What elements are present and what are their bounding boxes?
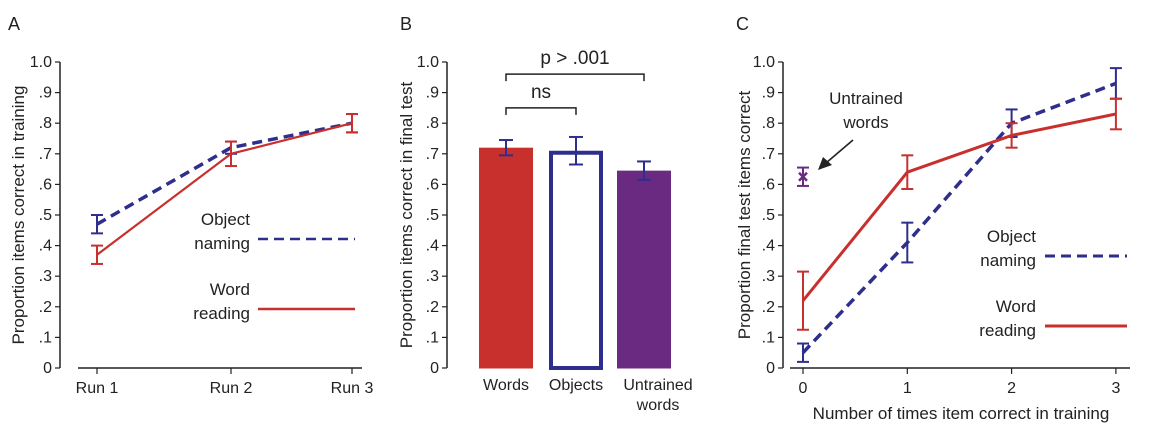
panel-b-y-tick-label: .3 (426, 268, 439, 285)
panel-a-chart: 0 .1 .2 .3 .4 .5 .6 .7 .8 .9 1.0 Run 1 Run 2 Run 3 Pro… (9, 54, 373, 397)
panel-b-y-tick-label: .1 (426, 329, 439, 346)
panel-b-y-tick-label: .4 (426, 238, 439, 255)
panel-label-b: B (400, 14, 412, 34)
panel-b-y-tick-label: .6 (426, 176, 439, 193)
panel-a-legend-label: reading (193, 304, 250, 323)
panel-a-y-tick-label: .2 (39, 299, 52, 316)
panel-a-y-tick-label: .8 (39, 115, 52, 132)
panel-b-y-tick-label: .7 (426, 146, 439, 163)
panel-c-annotation-text: words (842, 113, 888, 132)
panel-c-legend-label: reading (979, 321, 1036, 340)
panel-c-untrained-marker (798, 171, 808, 182)
panel-c-y-tick-label: .6 (762, 176, 775, 193)
panel-c-y-tick-label: 1.0 (753, 54, 775, 71)
panel-a-y-tick-label: .4 (39, 238, 52, 255)
panel-a-x-tick-label: Run 1 (76, 380, 119, 397)
panel-c-y-tick-label: .3 (762, 268, 775, 285)
panel-a-x-tick-label: Run 2 (210, 380, 253, 397)
panel-c-annotation-text: Untrained (829, 89, 903, 108)
panel-c-series-line (801, 112, 1117, 302)
panel-a-series-line (96, 121, 353, 226)
panel-b-y-tick-label: .5 (426, 207, 439, 224)
panel-b-x-tick-label: Words (483, 377, 529, 394)
panel-b-significance-bracket (505, 107, 577, 115)
panel-c-x-axis-label: Number of times item correct in training (813, 404, 1110, 423)
panel-a-legend-label: naming (194, 234, 250, 253)
panel-c-y-tick-label: .1 (762, 329, 775, 346)
panel-c-y-tick-label: .4 (762, 238, 775, 255)
panel-b-y-tick-label: .9 (426, 85, 439, 102)
panel-a-x-tick-label: Run 3 (331, 380, 374, 397)
panel-label-c: C (736, 14, 749, 34)
panel-c-y-tick-label: .2 (762, 299, 775, 316)
panel-c-legend-label: Object (987, 227, 1036, 246)
panel-c-x-tick-label: 3 (1111, 380, 1120, 397)
panel-a-y-tick-label: .3 (39, 268, 52, 285)
panel-b-y-tick-label: 0 (430, 360, 439, 377)
panel-a-y-tick-label: .1 (39, 329, 52, 346)
panel-b-significance-label: p > .001 (540, 48, 609, 69)
panel-c-legend-label: Word (996, 297, 1036, 316)
panel-c-x-tick-label: 2 (1007, 380, 1016, 397)
panel-a-y-tick-label: .9 (39, 85, 52, 102)
panel-c-y-tick-label: .8 (762, 115, 775, 132)
panel-b-y-axis-label: Proportion items correct in final test (397, 82, 416, 349)
panel-c-legend-label: naming (980, 251, 1036, 270)
panel-c-y-axis-label: Proportion final test items correct (735, 90, 754, 339)
panel-c-y-tick-label: 0 (766, 360, 775, 377)
panel-a-legend-label: Object (201, 210, 250, 229)
panel-c-y-tick-label: .7 (762, 146, 775, 163)
panel-a-y-axis-label: Proportion items correct in training (9, 86, 28, 345)
panel-c-x-tick-label: 0 (799, 380, 808, 397)
panel-a-y-tick-label: 1.0 (30, 54, 52, 71)
panel-c-x-tick-label: 1 (903, 380, 912, 397)
panel-b-x-tick-label: words (636, 397, 680, 414)
panel-b-bar (549, 150, 603, 370)
panel-c-annotation-arrow-shaft (825, 139, 854, 164)
panel-b-y-tick-label: .8 (426, 115, 439, 132)
panel-c-series-line (801, 81, 1117, 354)
panel-b-x-tick-label: Untrained (623, 377, 692, 394)
panel-b-bar (479, 147, 533, 369)
panel-a-y-tick-label: 0 (43, 360, 52, 377)
panel-c-annotation-arrow-head (818, 157, 832, 170)
panel-b-y-tick-label: .2 (426, 299, 439, 316)
panel-b-significance-bracket (505, 73, 645, 82)
panel-b-significance-label: ns (531, 82, 551, 103)
panel-c-y-tick-label: .5 (762, 207, 775, 224)
panel-b-x-tick-label: Objects (549, 377, 603, 394)
panel-a-y-tick-label: .7 (39, 146, 52, 163)
panel-label-a: A (8, 14, 20, 34)
panel-a-y-tick-label: .5 (39, 207, 52, 224)
panel-a-legend-label: Word (210, 280, 250, 299)
panel-c-y-tick-label: .9 (762, 85, 775, 102)
panel-b-y-tick-label: 1.0 (417, 54, 439, 71)
panel-a-y-tick-label: .6 (39, 176, 52, 193)
panel-b-bar (617, 170, 671, 369)
